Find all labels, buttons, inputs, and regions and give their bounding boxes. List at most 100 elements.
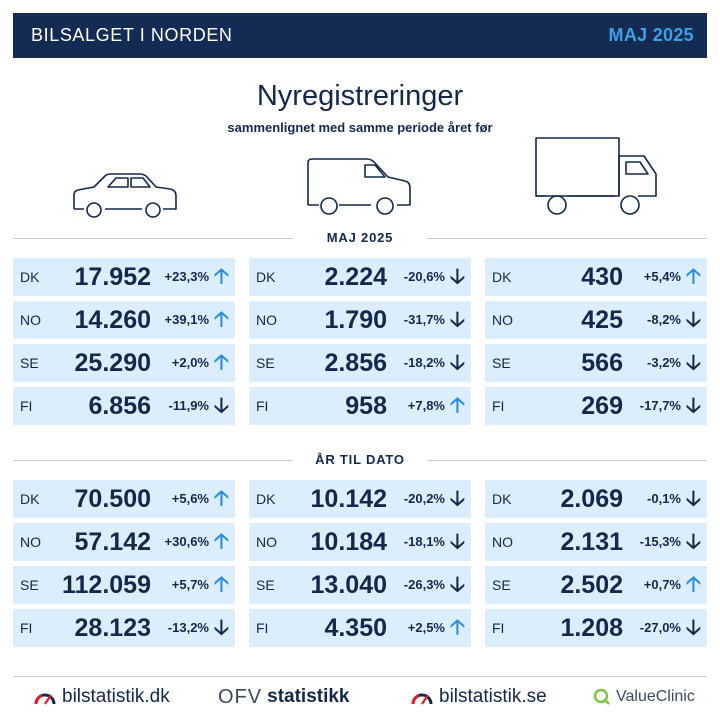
page-subtitle: sammenlignet med samme periode året før	[227, 120, 493, 135]
country-code: NO	[20, 312, 41, 328]
section-label-month: MAJ 2025	[326, 230, 394, 245]
header-bar: BILSALGET I NORDEN MAJ 2025	[13, 13, 707, 58]
car-column: DK 17.952 +23,3% 🡡 NO 14.260 +39,1% 🡡 SE 25.290 +2…	[13, 258, 235, 425]
arrow-down-icon: 🡣	[449, 308, 465, 331]
stat-cell-fi: FI 4.350 +2,5% 🡡	[249, 609, 471, 647]
change-percent: +5,6%	[171, 491, 209, 506]
change-percent: -15,3%	[639, 534, 681, 549]
country-code: SE	[492, 355, 511, 371]
change-percent: -18,2%	[403, 355, 445, 370]
arrow-up-icon: 🡡	[213, 308, 229, 331]
stat-cell-se: SE 25.290 +2,0% 🡡	[13, 344, 235, 382]
header-date: MAJ 2025	[608, 25, 694, 45]
stat-cell-se: SE 112.059 +5,7% 🡡	[13, 566, 235, 604]
stat-cell-fi: FI 6.856 -11,9% 🡣	[13, 387, 235, 425]
registrations-value: 2.224	[324, 263, 387, 291]
stat-cell-no: NO 14.260 +39,1% 🡡	[13, 301, 235, 339]
change-percent: -31,7%	[403, 312, 445, 327]
change-percent: -20,6%	[403, 269, 445, 284]
bilstatistik-dk-logo[interactable]: bilstatistik.dk	[33, 684, 170, 710]
registrations-value: 269	[581, 392, 623, 420]
ofv-statistikk-logo[interactable]: OFV statistikk	[218, 684, 350, 710]
truck-column: DK 2.069 -0,1% 🡣 NO 2.131 -15,3% 🡣 SE 2.502 +0,7% 🡡…	[485, 480, 707, 647]
stat-cell-dk: DK 10.142 -20,2% 🡣	[249, 480, 471, 518]
van-column: DK 10.142 -20,2% 🡣 NO 10.184 -18,1% 🡣 SE 13.040 -2…	[249, 480, 471, 647]
change-percent: +5,7%	[171, 577, 209, 592]
country-code: DK	[492, 269, 512, 285]
stat-cell-fi: FI 28.123 -13,2% 🡣	[13, 609, 235, 647]
registrations-value: 28.123	[74, 614, 151, 642]
change-percent: +5,4%	[643, 269, 681, 284]
arrow-down-icon: 🡣	[685, 394, 701, 417]
country-code: DK	[20, 269, 40, 285]
arrow-up-icon: 🡡	[213, 487, 229, 510]
registrations-value: 13.040	[310, 571, 387, 599]
stat-cell-no: NO 57.142 +30,6% 🡡	[13, 523, 235, 561]
change-percent: -26,3%	[403, 577, 445, 592]
arrow-up-icon: 🡡	[685, 573, 701, 596]
change-percent: +2,5%	[407, 620, 445, 635]
logo-text: bilstatistik.dk	[62, 686, 170, 707]
change-percent: -20,2%	[403, 491, 445, 506]
registrations-value: 25.290	[74, 349, 151, 377]
change-percent: -8,2%	[647, 312, 681, 327]
arrow-up-icon: 🡡	[449, 394, 465, 417]
stat-cell-dk: DK 2.069 -0,1% 🡣	[485, 480, 707, 518]
valueclinic-mark-icon	[593, 688, 610, 705]
change-percent: -3,2%	[647, 355, 681, 370]
section-divider-month: MAJ 2025	[13, 231, 707, 245]
change-percent: +7,8%	[407, 398, 445, 413]
bilstatistik-se-logo[interactable]: bilstatistik.se	[410, 684, 547, 710]
arrow-down-icon: 🡣	[685, 487, 701, 510]
registrations-value: 430	[581, 263, 623, 291]
divider-line	[427, 460, 707, 461]
country-code: DK	[20, 491, 40, 507]
country-code: FI	[20, 620, 33, 636]
country-code: NO	[492, 534, 513, 550]
page-title: Nyregistreringer	[256, 80, 464, 112]
country-code: FI	[20, 398, 33, 414]
section-divider-ytd: ÅR TIL DATO	[13, 453, 707, 467]
divider-line	[427, 238, 707, 239]
section-label-ytd: ÅR TIL DATO	[315, 452, 405, 467]
change-percent: +23,3%	[164, 269, 209, 284]
logo-text: statistikk	[267, 686, 350, 707]
stat-cell-dk: DK 70.500 +5,6% 🡡	[13, 480, 235, 518]
arrow-up-icon: 🡡	[213, 530, 229, 553]
registrations-value: 112.059	[62, 571, 151, 599]
stat-cell-se: SE 13.040 -26,3% 🡣	[249, 566, 471, 604]
registrations-value: 1.208	[560, 614, 623, 642]
registrations-value: 57.142	[74, 528, 151, 556]
arrow-up-icon: 🡡	[213, 351, 229, 374]
registrations-value: 1.790	[324, 306, 387, 334]
registrations-value: 14.260	[74, 306, 151, 334]
arrow-up-icon: 🡡	[213, 265, 229, 288]
change-percent: +0,7%	[643, 577, 681, 592]
change-percent: +39,1%	[164, 312, 209, 327]
stat-cell-se: SE 2.502 +0,7% 🡡	[485, 566, 707, 604]
stat-cell-dk: DK 430 +5,4% 🡡	[485, 258, 707, 296]
registrations-value: 2.069	[560, 485, 623, 513]
stat-cell-fi: FI 1.208 -27,0% 🡣	[485, 609, 707, 647]
stat-cell-no: NO 10.184 -18,1% 🡣	[249, 523, 471, 561]
country-code: SE	[492, 577, 511, 593]
valueclinic-logo[interactable]: ValueClinic	[593, 684, 695, 710]
van-icon	[305, 157, 415, 219]
stat-cell-fi: FI 269 -17,7% 🡣	[485, 387, 707, 425]
arrow-down-icon: 🡣	[685, 351, 701, 374]
registrations-value: 2.856	[324, 349, 387, 377]
stat-cell-no: NO 1.790 -31,7% 🡣	[249, 301, 471, 339]
registrations-value: 2.502	[560, 571, 623, 599]
registrations-value: 17.952	[74, 263, 151, 291]
change-percent: -11,9%	[168, 398, 209, 413]
country-code: NO	[256, 534, 277, 550]
country-code: SE	[256, 355, 275, 371]
change-percent: -17,7%	[639, 398, 681, 413]
change-percent: -27,0%	[639, 620, 681, 635]
country-code: DK	[256, 269, 276, 285]
country-code: DK	[256, 491, 276, 507]
arrow-down-icon: 🡣	[449, 351, 465, 374]
arrow-down-icon: 🡣	[685, 530, 701, 553]
country-code: NO	[20, 534, 41, 550]
change-percent: -18,1%	[403, 534, 445, 549]
